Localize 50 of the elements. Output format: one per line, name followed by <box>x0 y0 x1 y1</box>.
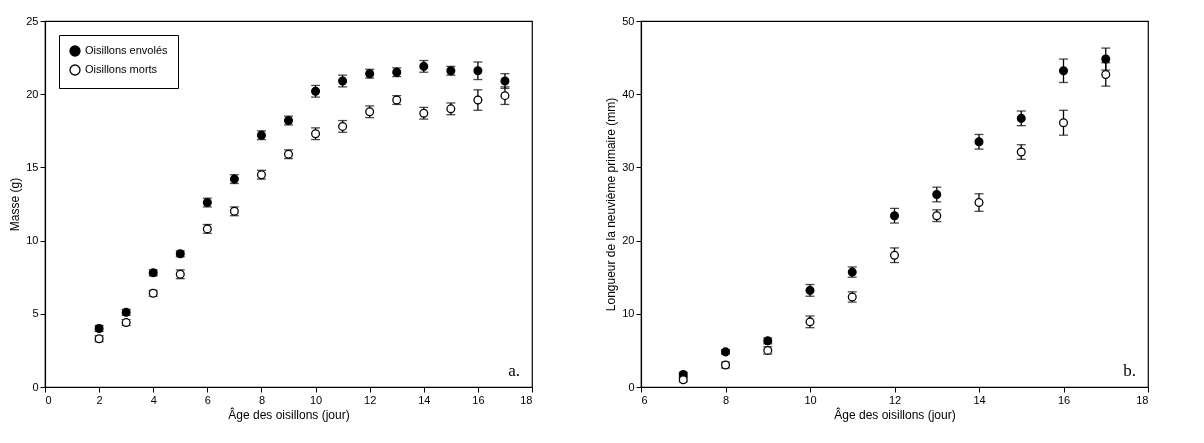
point <box>1016 113 1026 123</box>
x-tick-label: 14 <box>418 393 431 406</box>
point <box>473 66 483 76</box>
y-tick-label: 10 <box>26 234 39 247</box>
y-tick-label: 50 <box>622 14 635 27</box>
point <box>889 250 900 260</box>
x-tick-label: 14 <box>973 393 986 406</box>
legend-label: Oisillons morts <box>85 63 158 75</box>
x-tick-label: 16 <box>1057 393 1071 406</box>
x-tick-label: 8 <box>722 393 730 406</box>
point <box>932 189 942 199</box>
legend-label: Oisillons envolés <box>85 44 169 56</box>
y-tick-label: 20 <box>26 87 39 100</box>
x-tick-label: 12 <box>888 393 902 406</box>
x-tick-label: 10 <box>309 393 323 406</box>
point <box>473 95 483 105</box>
point <box>1101 69 1111 79</box>
point <box>1058 66 1069 76</box>
y-tick-label: 25 <box>26 14 39 27</box>
annotation: a. <box>508 361 520 380</box>
y-tick-label: 0 <box>628 380 635 393</box>
x-tick-label: 4 <box>150 393 157 406</box>
x-tick-label: 2 <box>96 393 103 406</box>
y-tick-label: 0 <box>32 380 39 393</box>
y-tick-label: 5 <box>32 307 39 320</box>
point <box>974 198 984 208</box>
x-tick-label: 6 <box>641 393 648 406</box>
y-tick-label: 20 <box>622 234 635 247</box>
point <box>889 211 900 221</box>
y-tick-label: 40 <box>622 87 635 100</box>
y-tick-label: 30 <box>622 160 635 173</box>
point <box>500 91 510 101</box>
point <box>1101 54 1111 64</box>
x-tick-label: 0 <box>45 393 52 406</box>
y-axis-title: Masse (g) <box>8 177 23 232</box>
y-tick-label: 15 <box>26 160 39 173</box>
point <box>1058 118 1069 128</box>
y-axis-title: Longueur de la neuvième primaire (mm) <box>604 97 619 312</box>
x-tick-label: 10 <box>804 393 817 406</box>
x-axis-title: Âge des oisillons (jour) <box>228 406 350 422</box>
x-tick-label: 12 <box>364 393 377 406</box>
x-tick-label: 8 <box>258 393 266 406</box>
x-tick-label: 18 <box>1136 393 1149 406</box>
y-tick-label: 10 <box>622 307 635 320</box>
x-tick-label: 16 <box>472 393 485 406</box>
x-tick-label: 18 <box>520 393 533 406</box>
x-axis-title: Âge des oisillons (jour) <box>834 406 956 422</box>
x-tick-label: 6 <box>204 393 211 406</box>
annotation: b. <box>1123 361 1136 380</box>
point <box>974 137 984 147</box>
